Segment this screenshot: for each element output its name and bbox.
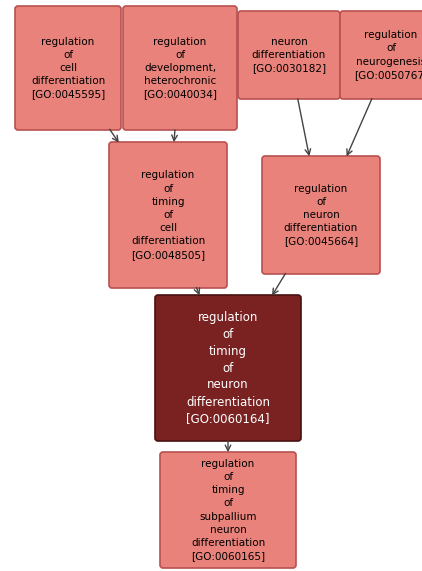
Text: regulation
of
timing
of
cell
differentiation
[GO:0048505]: regulation of timing of cell differentia… xyxy=(131,170,205,260)
FancyBboxPatch shape xyxy=(123,6,237,130)
FancyBboxPatch shape xyxy=(160,452,296,568)
FancyBboxPatch shape xyxy=(238,11,340,99)
Text: regulation
of
timing
of
subpallium
neuron
differentiation
[GO:0060165]: regulation of timing of subpallium neuro… xyxy=(191,459,265,561)
Text: regulation
of
cell
differentiation
[GO:0045595]: regulation of cell differentiation [GO:0… xyxy=(31,37,105,99)
FancyBboxPatch shape xyxy=(262,156,380,274)
Text: neuron
differentiation
[GO:0030182]: neuron differentiation [GO:0030182] xyxy=(252,37,326,73)
FancyBboxPatch shape xyxy=(109,142,227,288)
FancyBboxPatch shape xyxy=(340,11,422,99)
FancyBboxPatch shape xyxy=(15,6,121,130)
Text: regulation
of
timing
of
neuron
differentiation
[GO:0060164]: regulation of timing of neuron different… xyxy=(186,311,270,425)
Text: regulation
of
development,
heterochronic
[GO:0040034]: regulation of development, heterochronic… xyxy=(143,37,217,99)
Text: regulation
of
neurogenesis
[GO:0050767]: regulation of neurogenesis [GO:0050767] xyxy=(354,30,422,80)
FancyBboxPatch shape xyxy=(155,295,301,441)
Text: regulation
of
neuron
differentiation
[GO:0045664]: regulation of neuron differentiation [GO… xyxy=(284,184,358,247)
